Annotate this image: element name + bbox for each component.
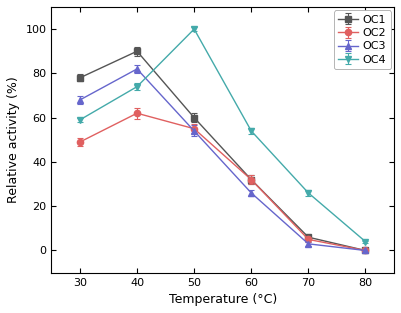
Legend: OC1, OC2, OC3, OC4: OC1, OC2, OC3, OC4 xyxy=(334,10,391,69)
X-axis label: Temperature (°C): Temperature (°C) xyxy=(168,293,277,306)
Y-axis label: Relative activity (%): Relative activity (%) xyxy=(7,76,20,203)
